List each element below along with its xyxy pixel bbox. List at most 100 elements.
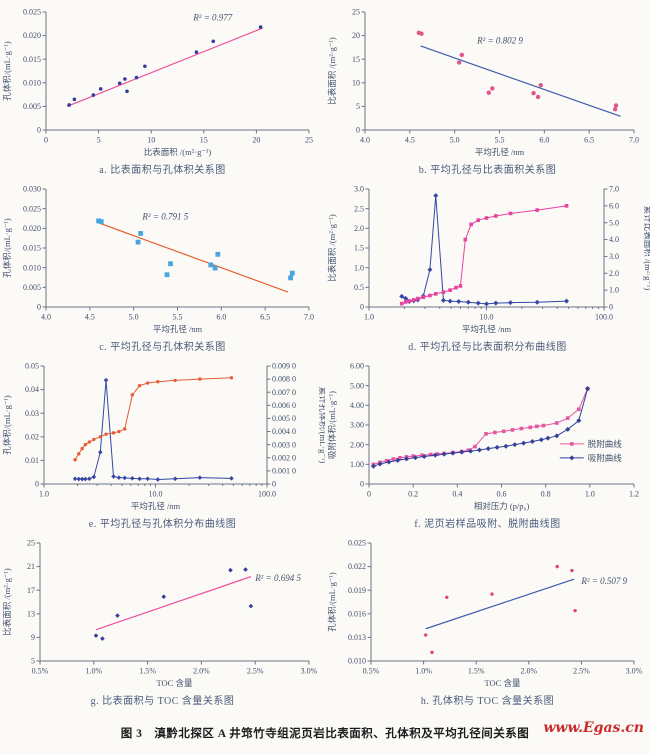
- data-point: [445, 595, 449, 599]
- data-point: [111, 474, 116, 479]
- data-point: [98, 87, 103, 91]
- data-point: [476, 218, 481, 222]
- svg-text:1.5%: 1.5%: [468, 667, 485, 676]
- svg-text:0.019: 0.019: [348, 586, 366, 595]
- panel-d: 1.0 10.0 100.0 0 0.5 1.0 1.5 2.0 2.5 3.0 0 1.0 2.0 3.…: [325, 179, 650, 356]
- svg-text:5.0: 5.0: [450, 136, 460, 145]
- chart-g-canvas: 0.5% 1.0% 1.5% 2.0% 2.5% 3.0% 5 9 13 17 21 25 TOC 含量…: [2, 539, 318, 688]
- data-point: [573, 608, 577, 613]
- data-point: [541, 423, 546, 428]
- data-point: [370, 463, 376, 469]
- svg-text:10.0: 10.0: [149, 490, 163, 499]
- svg-text:2.00: 2.00: [350, 440, 364, 449]
- data-point: [243, 567, 248, 572]
- svg-text:1.5: 1.5: [354, 244, 364, 253]
- data-point: [501, 429, 506, 434]
- watermark-text: www.Egas.cn: [543, 720, 644, 736]
- series-line: [373, 388, 589, 465]
- data-point: [91, 93, 96, 97]
- y2-axis-label: 累计孔体积/(mL·g⁻¹): [318, 387, 325, 464]
- data-point: [569, 455, 575, 461]
- svg-text:6.00: 6.00: [350, 362, 364, 371]
- y-axis-label: 吸附体积/(mL·g⁻¹): [327, 391, 337, 459]
- svg-text:0.5%: 0.5%: [363, 667, 380, 676]
- svg-text:5: 5: [356, 102, 360, 111]
- data-point: [117, 81, 122, 86]
- data-point: [456, 60, 462, 65]
- svg-text:0.025: 0.025: [23, 204, 41, 213]
- legend-label: 脱附曲线: [588, 439, 623, 449]
- data-point: [484, 301, 489, 307]
- data-point: [448, 288, 452, 292]
- chart-e-canvas: 1.0 10.0 100.000.010.020.030.040.0500.001 …: [2, 362, 325, 511]
- data-point: [440, 297, 446, 303]
- r-squared-annotation: R² = 0.791 5: [141, 211, 188, 221]
- data-point: [96, 218, 101, 224]
- svg-text:0.8: 0.8: [541, 490, 551, 499]
- svg-text:0: 0: [272, 480, 276, 489]
- svg-text:2.0: 2.0: [609, 269, 619, 278]
- data-point: [197, 475, 203, 480]
- trend-line: [420, 45, 621, 117]
- svg-text:2.5%: 2.5%: [247, 667, 264, 676]
- data-point: [83, 442, 88, 447]
- data-point: [399, 293, 405, 299]
- svg-text:100.0: 100.0: [258, 490, 276, 499]
- data-point: [398, 456, 402, 460]
- figure-caption: 图 3 滇黔北探区 A 井筇竹寺组泥页岩比表面积、孔体积及平均孔径间关系图: [120, 728, 530, 740]
- r-squared-annotation: R² = 0.977: [192, 12, 233, 22]
- data-point: [494, 214, 498, 218]
- data-point: [421, 295, 426, 300]
- svg-text:4.0: 4.0: [41, 313, 51, 322]
- svg-text:4.0: 4.0: [360, 136, 370, 145]
- svg-text:100.0: 100.0: [595, 313, 613, 322]
- data-point: [198, 377, 202, 381]
- x-axis-label: TOC 含量: [485, 678, 521, 688]
- data-point: [493, 430, 497, 435]
- trend-line: [425, 578, 575, 630]
- svg-text:21: 21: [27, 562, 35, 571]
- y-axis-label: 孔体积/(mL·g⁻¹): [327, 572, 337, 632]
- data-point: [484, 216, 489, 220]
- data-point: [403, 295, 409, 301]
- svg-text:0.03: 0.03: [25, 409, 39, 418]
- y-axis-label: 比表面积 /(m²·g⁻¹): [327, 37, 337, 105]
- data-point: [130, 476, 135, 481]
- data-point: [564, 298, 570, 304]
- data-point: [564, 204, 569, 208]
- svg-text:0.006 0: 0.006 0: [272, 401, 296, 410]
- data-point: [490, 86, 495, 91]
- x-axis-label: 平均孔径 /nm: [131, 501, 181, 511]
- chart-d-canvas: 1.0 10.0 100.000.51.01.52.02.53.001.02.03.…: [327, 185, 650, 334]
- svg-text:6.5: 6.5: [260, 313, 270, 322]
- data-point: [288, 275, 293, 281]
- data-point: [465, 299, 471, 305]
- svg-text:2.5: 2.5: [354, 204, 364, 213]
- svg-text:0.010: 0.010: [23, 263, 41, 272]
- svg-text:0.5%: 0.5%: [32, 667, 49, 676]
- data-point: [72, 97, 77, 102]
- data-point: [433, 193, 439, 199]
- svg-text:0.004 0: 0.004 0: [272, 427, 296, 436]
- data-point: [115, 613, 120, 618]
- data-point: [228, 567, 233, 573]
- data-point: [528, 425, 533, 430]
- data-point: [212, 265, 218, 271]
- data-point: [429, 452, 433, 457]
- svg-text:0.002 0: 0.002 0: [272, 453, 296, 462]
- svg-text:0: 0: [44, 136, 48, 145]
- data-point: [493, 300, 499, 306]
- data-point: [473, 444, 477, 449]
- svg-text:0.01: 0.01: [25, 456, 39, 465]
- svg-text:0: 0: [35, 480, 39, 489]
- data-point: [211, 39, 216, 44]
- svg-text:0: 0: [360, 480, 364, 489]
- svg-text:6.0: 6.0: [609, 201, 619, 210]
- svg-text:10.0: 10.0: [480, 313, 494, 322]
- svg-text:5.00: 5.00: [350, 381, 364, 390]
- svg-text:0: 0: [367, 490, 371, 499]
- svg-text:0.005: 0.005: [23, 283, 41, 292]
- r-squared-annotation: R² = 0.507 9: [580, 576, 627, 586]
- svg-text:3.0: 3.0: [609, 252, 619, 261]
- data-point: [456, 298, 462, 304]
